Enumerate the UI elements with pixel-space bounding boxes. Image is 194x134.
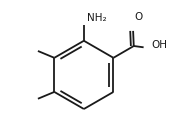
Text: NH₂: NH₂	[87, 13, 107, 23]
Text: OH: OH	[152, 40, 167, 50]
Text: O: O	[134, 12, 142, 22]
